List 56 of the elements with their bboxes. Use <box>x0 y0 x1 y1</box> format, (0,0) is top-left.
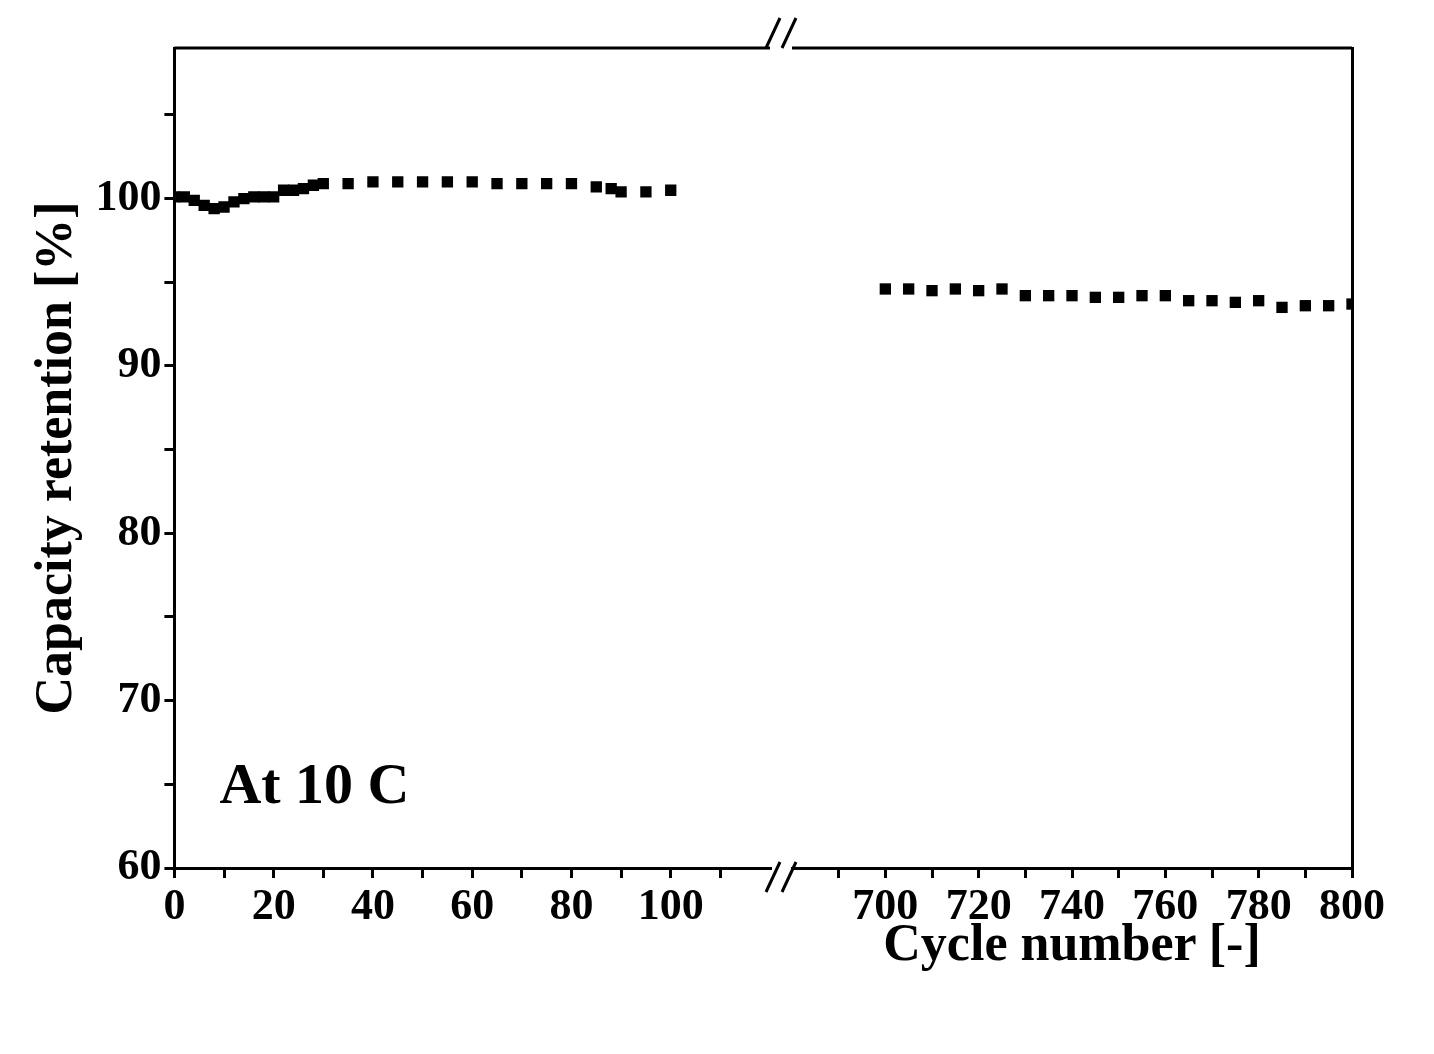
point <box>996 283 1008 295</box>
x-tick-label: 80 <box>549 879 594 929</box>
point <box>516 177 528 190</box>
point <box>392 176 404 188</box>
point <box>441 176 454 188</box>
point <box>1183 295 1195 307</box>
point <box>268 191 280 203</box>
x-tick-label: 0 <box>163 879 186 929</box>
point <box>1159 290 1171 302</box>
point <box>1019 290 1031 302</box>
point <box>1253 295 1265 307</box>
point <box>903 283 915 295</box>
y-tick-label: 80 <box>117 505 162 555</box>
point <box>1276 301 1288 314</box>
point <box>879 283 891 295</box>
point <box>590 181 602 193</box>
y-tick-label: 90 <box>117 338 162 388</box>
y-tick-label: 70 <box>117 673 162 723</box>
point <box>1299 300 1311 312</box>
point <box>1089 291 1101 303</box>
point <box>565 177 578 190</box>
y-axis-title: Capacity retention [%] <box>24 201 82 715</box>
point <box>1323 300 1335 312</box>
point <box>1229 296 1241 309</box>
point <box>258 191 270 203</box>
point <box>1066 290 1078 302</box>
point <box>317 177 329 190</box>
x-tick-label: 740 <box>1039 879 1105 929</box>
point <box>218 201 230 213</box>
point <box>1136 290 1148 302</box>
annotation: At 10 C <box>219 751 410 816</box>
point <box>949 283 961 295</box>
x-tick-label: 760 <box>1132 879 1199 929</box>
point <box>178 191 190 203</box>
x-tick-label: 40 <box>350 879 395 929</box>
point <box>640 186 652 198</box>
point <box>342 177 354 190</box>
point <box>416 176 429 188</box>
x-tick-label: 20 <box>251 879 296 929</box>
point <box>1113 291 1125 303</box>
y-tick-label: 100 <box>95 170 162 220</box>
point <box>540 177 553 190</box>
y-tick-label: 60 <box>117 840 162 890</box>
x-tick-label: 800 <box>1319 879 1385 929</box>
x-tick-label: 100 <box>637 879 704 929</box>
point <box>466 176 478 188</box>
point <box>1043 290 1055 302</box>
point <box>926 285 938 297</box>
point <box>491 177 503 190</box>
point <box>367 176 379 188</box>
point <box>615 186 627 198</box>
point <box>1206 295 1218 307</box>
x-tick-label: 60 <box>450 879 495 929</box>
point <box>973 285 985 297</box>
point <box>665 184 677 196</box>
point <box>188 194 200 206</box>
